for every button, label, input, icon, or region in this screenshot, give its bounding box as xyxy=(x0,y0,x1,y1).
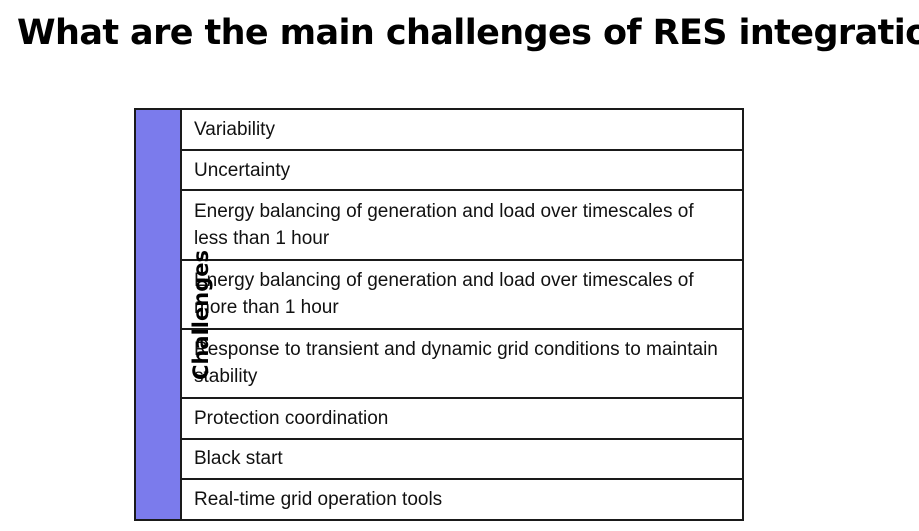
table-row: Challenges Variability xyxy=(134,108,744,521)
table-row: Protection coordination xyxy=(135,396,744,440)
table-row: Real-time grid operation tools xyxy=(135,478,744,521)
table-row: Uncertainty xyxy=(135,148,744,192)
challenges-header-cell: Challenges xyxy=(134,108,213,521)
table-row: Energy balancing of generation and load … xyxy=(135,189,744,261)
challenges-table: Challenges Variability Uncertainty Energ… xyxy=(134,108,744,521)
challenges-header-label: Challenges xyxy=(188,249,213,380)
table-row: Black start xyxy=(135,437,744,481)
table-row: Response to transient and dynamic grid c… xyxy=(135,327,744,399)
challenge-item: Response to transient and dynamic grid c… xyxy=(180,327,744,399)
challenge-item: Real-time grid operation tools xyxy=(180,478,744,521)
challenge-item: Protection coordination xyxy=(180,396,744,440)
challenge-item: Variability xyxy=(180,108,744,151)
table-row: Energy balancing of generation and load … xyxy=(135,258,744,330)
challenge-item: Energy balancing of generation and load … xyxy=(180,258,744,330)
challenge-item: Energy balancing of generation and load … xyxy=(180,189,744,261)
challenge-item: Black start xyxy=(180,437,744,481)
challenge-item: Uncertainty xyxy=(180,148,744,192)
page-title: What are the main challenges of RES inte… xyxy=(17,13,919,53)
